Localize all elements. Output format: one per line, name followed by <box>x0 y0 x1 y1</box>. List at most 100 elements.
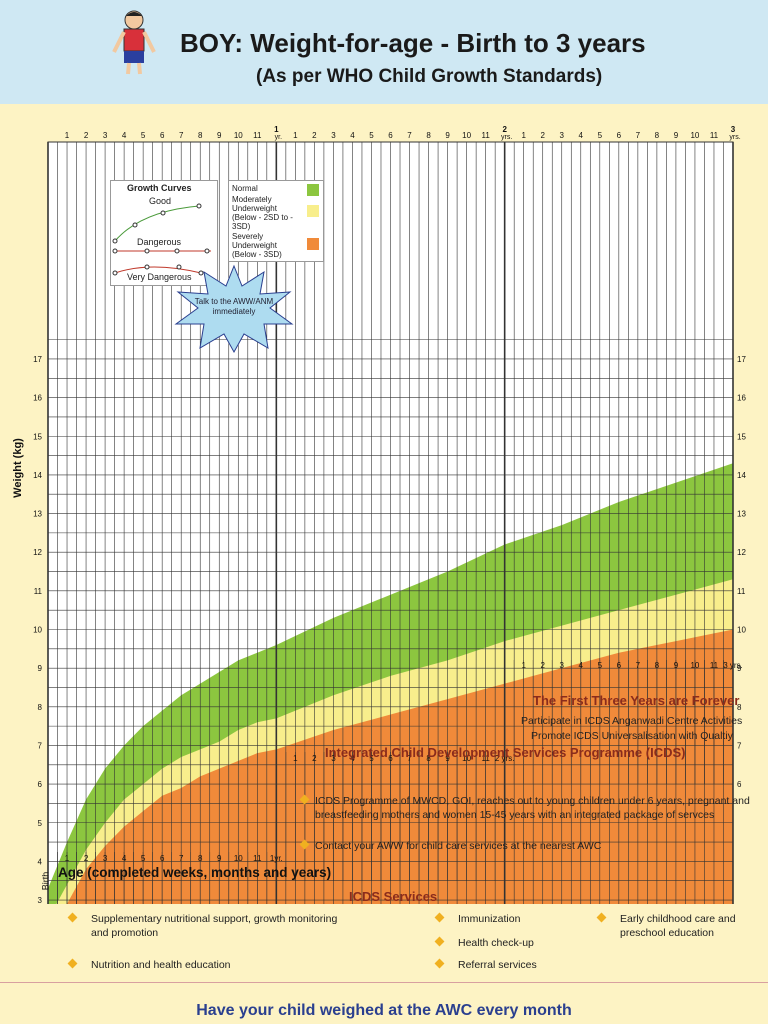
row-tick-label: 8 <box>426 754 431 763</box>
top-tick-label: 10 <box>462 131 471 140</box>
row-tick-label: 4 <box>122 854 127 863</box>
legend-curves-icon <box>112 203 211 276</box>
y-tick-label: 8 <box>38 703 43 712</box>
top-tick-label: 3 <box>731 125 736 134</box>
top-tick-label: 2 <box>540 131 545 140</box>
bullet-diamond-icon <box>434 912 445 923</box>
top-tick-label: 3 <box>331 131 336 140</box>
bullet-diamond-icon <box>434 936 445 947</box>
top-tick-label: 1 <box>293 131 298 140</box>
moderate-swatch <box>307 205 319 217</box>
page-subtitle: (As per WHO Child Growth Standards) <box>256 66 603 87</box>
top-tick-label: 1 <box>65 131 70 140</box>
row-tick-label: 1 <box>293 754 298 763</box>
row-tick-label: 10 <box>234 854 243 863</box>
row-tick-label: 6 <box>617 661 622 670</box>
row-tick-label: 1 <box>521 661 526 670</box>
row-tick-label: 7 <box>179 854 184 863</box>
row-tick-label: 10 <box>462 754 471 763</box>
row-tick-label: 1 <box>65 854 70 863</box>
legend-moderate: Moderately Underweight (Below - 2SD to -… <box>232 195 293 231</box>
y-tick-label: 17 <box>33 355 42 364</box>
top-tick-label: 2 <box>502 125 507 134</box>
y-tick-label: 7 <box>38 741 43 750</box>
row-tick-label: 6 <box>160 854 165 863</box>
legend-good: Good <box>149 196 172 206</box>
top-tick-label: 11 <box>253 131 262 140</box>
top-tick-label: 10 <box>234 131 243 140</box>
y-tick-label: 3 <box>38 896 43 904</box>
row-tick-label: 3 <box>560 661 565 670</box>
row-tick-label: 3 yrs. <box>723 661 743 670</box>
row-tick-label: 7 <box>407 754 412 763</box>
participate-text: Participate in ICDS Anganwadi Centre Act… <box>521 715 743 727</box>
legend-normal: Normal <box>232 184 258 193</box>
row-tick-label: 3 <box>331 754 336 763</box>
row-tick-label: 9 <box>217 854 222 863</box>
top-tick-label: 4 <box>350 131 355 140</box>
row-tick-label: 4 <box>350 754 355 763</box>
y-tick-label: 11 <box>34 587 43 596</box>
y-tick-label: 5 <box>38 819 43 828</box>
top-tick-label: 5 <box>598 131 603 140</box>
top-tick-label: yrs. <box>501 134 512 141</box>
y-tick-label: 4 <box>38 857 43 866</box>
promote-text: Promote ICDS Universalisation with Qualt… <box>531 730 733 742</box>
row-tick-label: 5 <box>141 854 146 863</box>
service-item-text: Early childhood care and preschool educa… <box>620 913 736 939</box>
row-tick-label: 2 yrs. <box>495 754 515 763</box>
bullet-diamond-icon <box>67 958 78 969</box>
row-tick-label: 2 <box>540 661 545 670</box>
y-tick-label: 14 <box>33 471 42 480</box>
legend-very-dangerous: Very Dangerous <box>127 272 192 282</box>
top-tick-label: 1 <box>521 131 526 140</box>
top-tick-label: 7 <box>179 131 184 140</box>
service-item-text: Immunization <box>458 913 521 925</box>
y-tick-label: 15 <box>737 432 746 441</box>
y-tick-label: 6 <box>737 780 742 789</box>
icds-bullet-2: Contact your AWW for child care services… <box>299 839 755 853</box>
row-tick-label: 2 <box>312 754 317 763</box>
tagline: The First Three Years are Forever <box>533 693 740 708</box>
normal-swatch <box>307 184 319 196</box>
service-item: Immunization <box>434 912 578 926</box>
footer-message: Have your child weighed at the AWC every… <box>196 1002 572 1019</box>
y-tick-label: 10 <box>33 626 42 635</box>
footer-divider <box>0 982 768 983</box>
y-tick-label: 15 <box>33 432 42 441</box>
top-tick-label: yrs. <box>729 134 740 141</box>
plot-border <box>47 141 734 904</box>
page-title: BOY: Weight-for-age - Birth to 3 years <box>180 28 646 58</box>
birth-label: Birth <box>40 871 51 891</box>
y-tick-label: 11 <box>737 587 746 596</box>
legend-dangerous: Dangerous <box>137 237 182 247</box>
row-tick-label: 10 <box>690 661 699 670</box>
bullet-diamond-icon <box>596 912 607 923</box>
service-item: Nutrition and health education <box>67 958 341 972</box>
icds-bullet-1-text: ICDS Programme of MWCD, GOI, reaches out… <box>315 795 750 821</box>
icds-bullet-2-text: Contact your AWW for child care services… <box>315 840 602 852</box>
service-item: Health check-up <box>434 936 578 950</box>
services-heading: ICDS Services <box>349 889 438 904</box>
bullet-diamond-icon <box>434 958 445 969</box>
row-tick-label: 1yr. <box>270 854 283 863</box>
top-tick-label: 11 <box>481 131 490 140</box>
row-tick-label: 9 <box>674 661 679 670</box>
top-tick-label: 8 <box>655 131 660 140</box>
top-tick-label: 4 <box>579 131 584 140</box>
row-tick-label: 11 <box>710 661 719 670</box>
top-tick-label: 3 <box>103 131 108 140</box>
y-tick-label: 14 <box>737 471 746 480</box>
top-tick-label: 9 <box>217 131 222 140</box>
top-tick-label: 2 <box>84 131 89 140</box>
y-tick-label: 10 <box>737 626 746 635</box>
top-tick-label: 10 <box>690 131 699 140</box>
row-tick-label: 3 <box>103 854 108 863</box>
top-tick-label: 6 <box>160 131 165 140</box>
y-axis-label: Weight (kg) <box>12 438 24 498</box>
top-tick-label: 5 <box>141 131 146 140</box>
zone-legend: Normal Moderately Underweight (Below - 2… <box>228 180 324 262</box>
y-tick-label: 7 <box>737 741 742 750</box>
top-tick-label: 9 <box>445 131 450 140</box>
y-tick-label: 9 <box>38 664 43 673</box>
